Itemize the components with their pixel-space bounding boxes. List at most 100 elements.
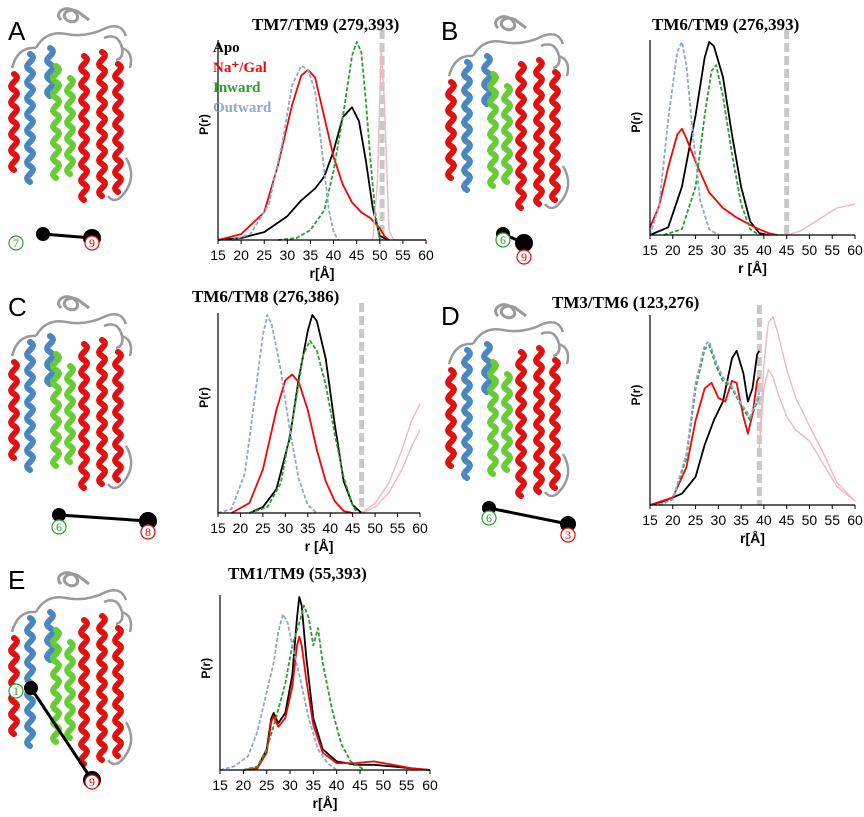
residue-label-ring [481, 510, 497, 526]
x-tick-label: 40 [326, 247, 342, 263]
legend-item-apo: Apo [213, 40, 240, 56]
x-tick-label: 15 [212, 777, 228, 793]
series-outward-line [217, 314, 318, 514]
legend-item-outward: Outward [213, 100, 272, 116]
x-tick-label: 25 [688, 512, 704, 528]
residue-label: 9 [89, 236, 95, 250]
residue-marker [139, 512, 157, 530]
y-axis-label: P(r) [197, 114, 211, 135]
x-tick-label: 55 [395, 247, 411, 263]
series-sim-line [758, 316, 856, 502]
x-tick-label: 60 [422, 777, 438, 793]
x-tick-label: 20 [665, 512, 681, 528]
y-axis-label: P(r) [629, 385, 643, 406]
x-tick-label: 45 [345, 520, 361, 536]
residue-label: 8 [145, 525, 151, 539]
legend-item-na_gal: Na⁺/Gal [213, 60, 267, 76]
panel-b: B TM6/TM9 (276,393) 6 9 15 20 25 30 35 40 45 50 55 60… [441, 15, 863, 276]
x-tick-label: 45 [349, 247, 365, 263]
series-na_gal-line [649, 376, 761, 506]
x-tick-label: 35 [300, 520, 316, 536]
residue-label: 6 [56, 520, 62, 534]
series-apo-line [249, 314, 363, 514]
residue-label-ring [84, 774, 100, 790]
structure-e [11, 573, 131, 789]
x-tick-label: 35 [733, 512, 749, 528]
residue-marker [515, 234, 533, 252]
structure-d [448, 305, 576, 532]
x-tick-label: 20 [233, 520, 249, 536]
x-tick-label: 45 [352, 777, 368, 793]
x-tick-label: 30 [278, 520, 294, 536]
x-tick-label: 60 [418, 247, 434, 263]
x-tick-label: 40 [756, 242, 772, 258]
panel-title: TM6/TM9 (276,393) [652, 15, 799, 34]
panel-letter: E [8, 565, 25, 595]
x-tick-label: 30 [280, 247, 296, 263]
x-tick-label: 15 [642, 512, 658, 528]
x-tick-label: 55 [824, 242, 840, 258]
y-axis-label: P(r) [197, 387, 211, 408]
series-apo-line [649, 41, 769, 236]
residue-label-ring [560, 527, 576, 543]
x-tick-label: 40 [756, 512, 772, 528]
x-tick-label: 40 [329, 777, 345, 793]
residue-marker [36, 227, 50, 241]
x-tick-label: 55 [824, 512, 840, 528]
x-axis-label: r[Å] [313, 795, 338, 811]
residue-label-ring [51, 519, 67, 535]
residue-marker [52, 508, 66, 522]
series-inward-line [663, 64, 760, 236]
x-tick-label: 35 [306, 777, 322, 793]
x-tick-label: 30 [711, 512, 727, 528]
x-tick-label: 50 [367, 520, 383, 536]
x-tick-label: 15 [210, 520, 226, 536]
x-tick-label: 60 [412, 520, 428, 536]
residue-label: 9 [521, 250, 527, 264]
residue-label: 9 [89, 775, 95, 789]
residue-marker [24, 681, 38, 695]
panel-d: D TM3/TM6 (123,276) 6 3 15 20 25 30 35 40 45 50 55 60… [441, 293, 863, 546]
series-outward-line [649, 41, 719, 236]
panel-title: TM1/TM9 (55,393) [228, 564, 367, 583]
x-tick-label: 35 [733, 242, 749, 258]
x-tick-label: 50 [802, 242, 818, 258]
series-na_gal-line [243, 635, 431, 771]
series-inward-line [243, 604, 366, 771]
series-outward-line [219, 613, 338, 771]
x-tick-label: 45 [779, 242, 795, 258]
residue-marker [560, 516, 576, 532]
panel-title: TM7/TM9 (279,393) [252, 15, 399, 34]
residue-label: 3 [565, 528, 571, 542]
y-axis-label: P(r) [629, 112, 643, 133]
x-tick-label: 35 [303, 247, 319, 263]
x-tick-label: 20 [233, 247, 249, 263]
x-tick-label: 55 [390, 520, 406, 536]
x-axis-label: r [Å] [305, 538, 334, 554]
x-tick-label: 30 [711, 242, 727, 258]
panel-letter: A [8, 16, 26, 46]
x-tick-label: 25 [259, 777, 275, 793]
panel-e: E TM1/TM9 (55,393) 1 9 15 20 25 30 35 40 45 50 55 60 r… [8, 564, 438, 811]
residue-label: 6 [500, 233, 506, 247]
x-tick-label: 30 [282, 777, 298, 793]
x-axis-label: r[Å] [740, 530, 765, 546]
series-inward-line [278, 41, 381, 241]
x-tick-label: 25 [256, 247, 272, 263]
x-tick-label: 25 [255, 520, 271, 536]
y-axis-label: P(r) [199, 658, 213, 679]
x-tick-label: 60 [847, 512, 863, 528]
panel-title: TM3/TM6 (123,276) [552, 293, 699, 312]
series-apo-line [243, 596, 431, 771]
structure-b [448, 17, 568, 252]
x-tick-label: 50 [376, 777, 392, 793]
legend-item-inward: Inward [213, 80, 261, 96]
series-outward-line [658, 340, 761, 506]
x-axis-label: r [Å] [738, 260, 767, 276]
panel-letter: C [8, 292, 27, 322]
series-na_gal-line [231, 373, 353, 514]
x-tick-label: 15 [642, 242, 658, 258]
x-tick-label: 20 [236, 777, 252, 793]
charts-layer: A TM7/TM9 (279,393) 7 9 15 20 25 30 35 40 45 50 55 60… [8, 15, 863, 811]
